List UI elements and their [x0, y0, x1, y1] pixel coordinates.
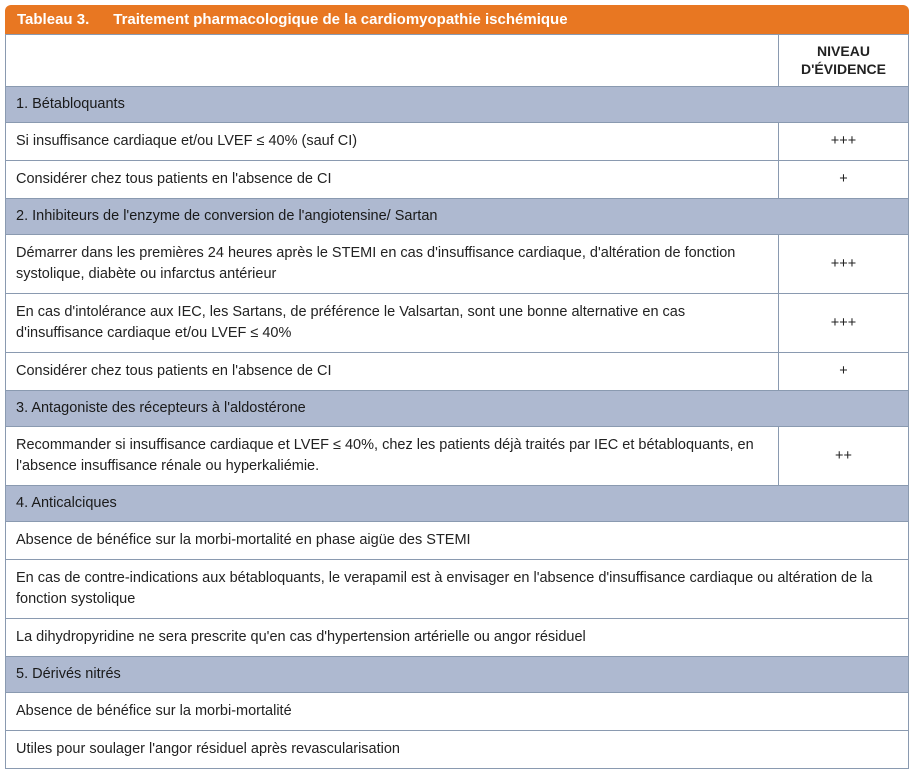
row-text: La dihydropyridine ne sera prescrite qu'…	[6, 619, 909, 657]
pharma-table: NIVEAU D'ÉVIDENCE1. BétabloquantsSi insu…	[5, 34, 909, 769]
row-evidence: +++	[779, 235, 909, 294]
section-heading: 4. Anticalciques	[6, 486, 909, 522]
row-text: En cas d'intolérance aux IEC, les Sartan…	[6, 294, 779, 353]
row-text: Considérer chez tous patients en l'absen…	[6, 353, 779, 391]
table-row: Utiles pour soulager l'angor résiduel ap…	[6, 731, 909, 769]
row-evidence: +++	[779, 294, 909, 353]
section-heading-row: 1. Bétabloquants	[6, 87, 909, 123]
section-heading: 1. Bétabloquants	[6, 87, 909, 123]
table-number: Tableau 3.	[5, 5, 103, 34]
column-header-evidence: NIVEAU D'ÉVIDENCE	[779, 35, 909, 87]
section-heading: 3. Antagoniste des récepteurs à l'aldost…	[6, 391, 909, 427]
column-header-main	[6, 35, 779, 87]
section-heading-row: 2. Inhibiteurs de l'enzyme de conversion…	[6, 199, 909, 235]
row-evidence: +	[779, 353, 909, 391]
table-row: Considérer chez tous patients en l'absen…	[6, 161, 909, 199]
table-row: Recommander si insuffisance cardiaque et…	[6, 427, 909, 486]
section-heading-row: 3. Antagoniste des récepteurs à l'aldost…	[6, 391, 909, 427]
column-header-row: NIVEAU D'ÉVIDENCE	[6, 35, 909, 87]
row-text: Utiles pour soulager l'angor résiduel ap…	[6, 731, 909, 769]
row-text: En cas de contre-indications aux bétablo…	[6, 560, 909, 619]
table-container: Tableau 3. Traitement pharmacologique de…	[4, 4, 910, 770]
row-text: Si insuffisance cardiaque et/ou LVEF ≤ 4…	[6, 123, 779, 161]
table-row: Si insuffisance cardiaque et/ou LVEF ≤ 4…	[6, 123, 909, 161]
table-row: Démarrer dans les premières 24 heures ap…	[6, 235, 909, 294]
row-evidence: ++	[779, 427, 909, 486]
row-evidence: +	[779, 161, 909, 199]
table-row: En cas de contre-indications aux bétablo…	[6, 560, 909, 619]
table-title-bar: Tableau 3. Traitement pharmacologique de…	[5, 5, 909, 34]
section-heading: 2. Inhibiteurs de l'enzyme de conversion…	[6, 199, 909, 235]
table-row: La dihydropyridine ne sera prescrite qu'…	[6, 619, 909, 657]
row-text: Absence de bénéfice sur la morbi-mortali…	[6, 522, 909, 560]
row-evidence: +++	[779, 123, 909, 161]
table-row: Absence de bénéfice sur la morbi-mortali…	[6, 693, 909, 731]
table-row: Absence de bénéfice sur la morbi-mortali…	[6, 522, 909, 560]
section-heading: 5. Dérivés nitrés	[6, 657, 909, 693]
table-row: En cas d'intolérance aux IEC, les Sartan…	[6, 294, 909, 353]
section-heading-row: 4. Anticalciques	[6, 486, 909, 522]
section-heading-row: 5. Dérivés nitrés	[6, 657, 909, 693]
row-text: Démarrer dans les premières 24 heures ap…	[6, 235, 779, 294]
row-text: Considérer chez tous patients en l'absen…	[6, 161, 779, 199]
row-text: Absence de bénéfice sur la morbi-mortali…	[6, 693, 909, 731]
row-text: Recommander si insuffisance cardiaque et…	[6, 427, 779, 486]
table-row: Considérer chez tous patients en l'absen…	[6, 353, 909, 391]
table-title: Traitement pharmacologique de la cardiom…	[103, 5, 909, 34]
